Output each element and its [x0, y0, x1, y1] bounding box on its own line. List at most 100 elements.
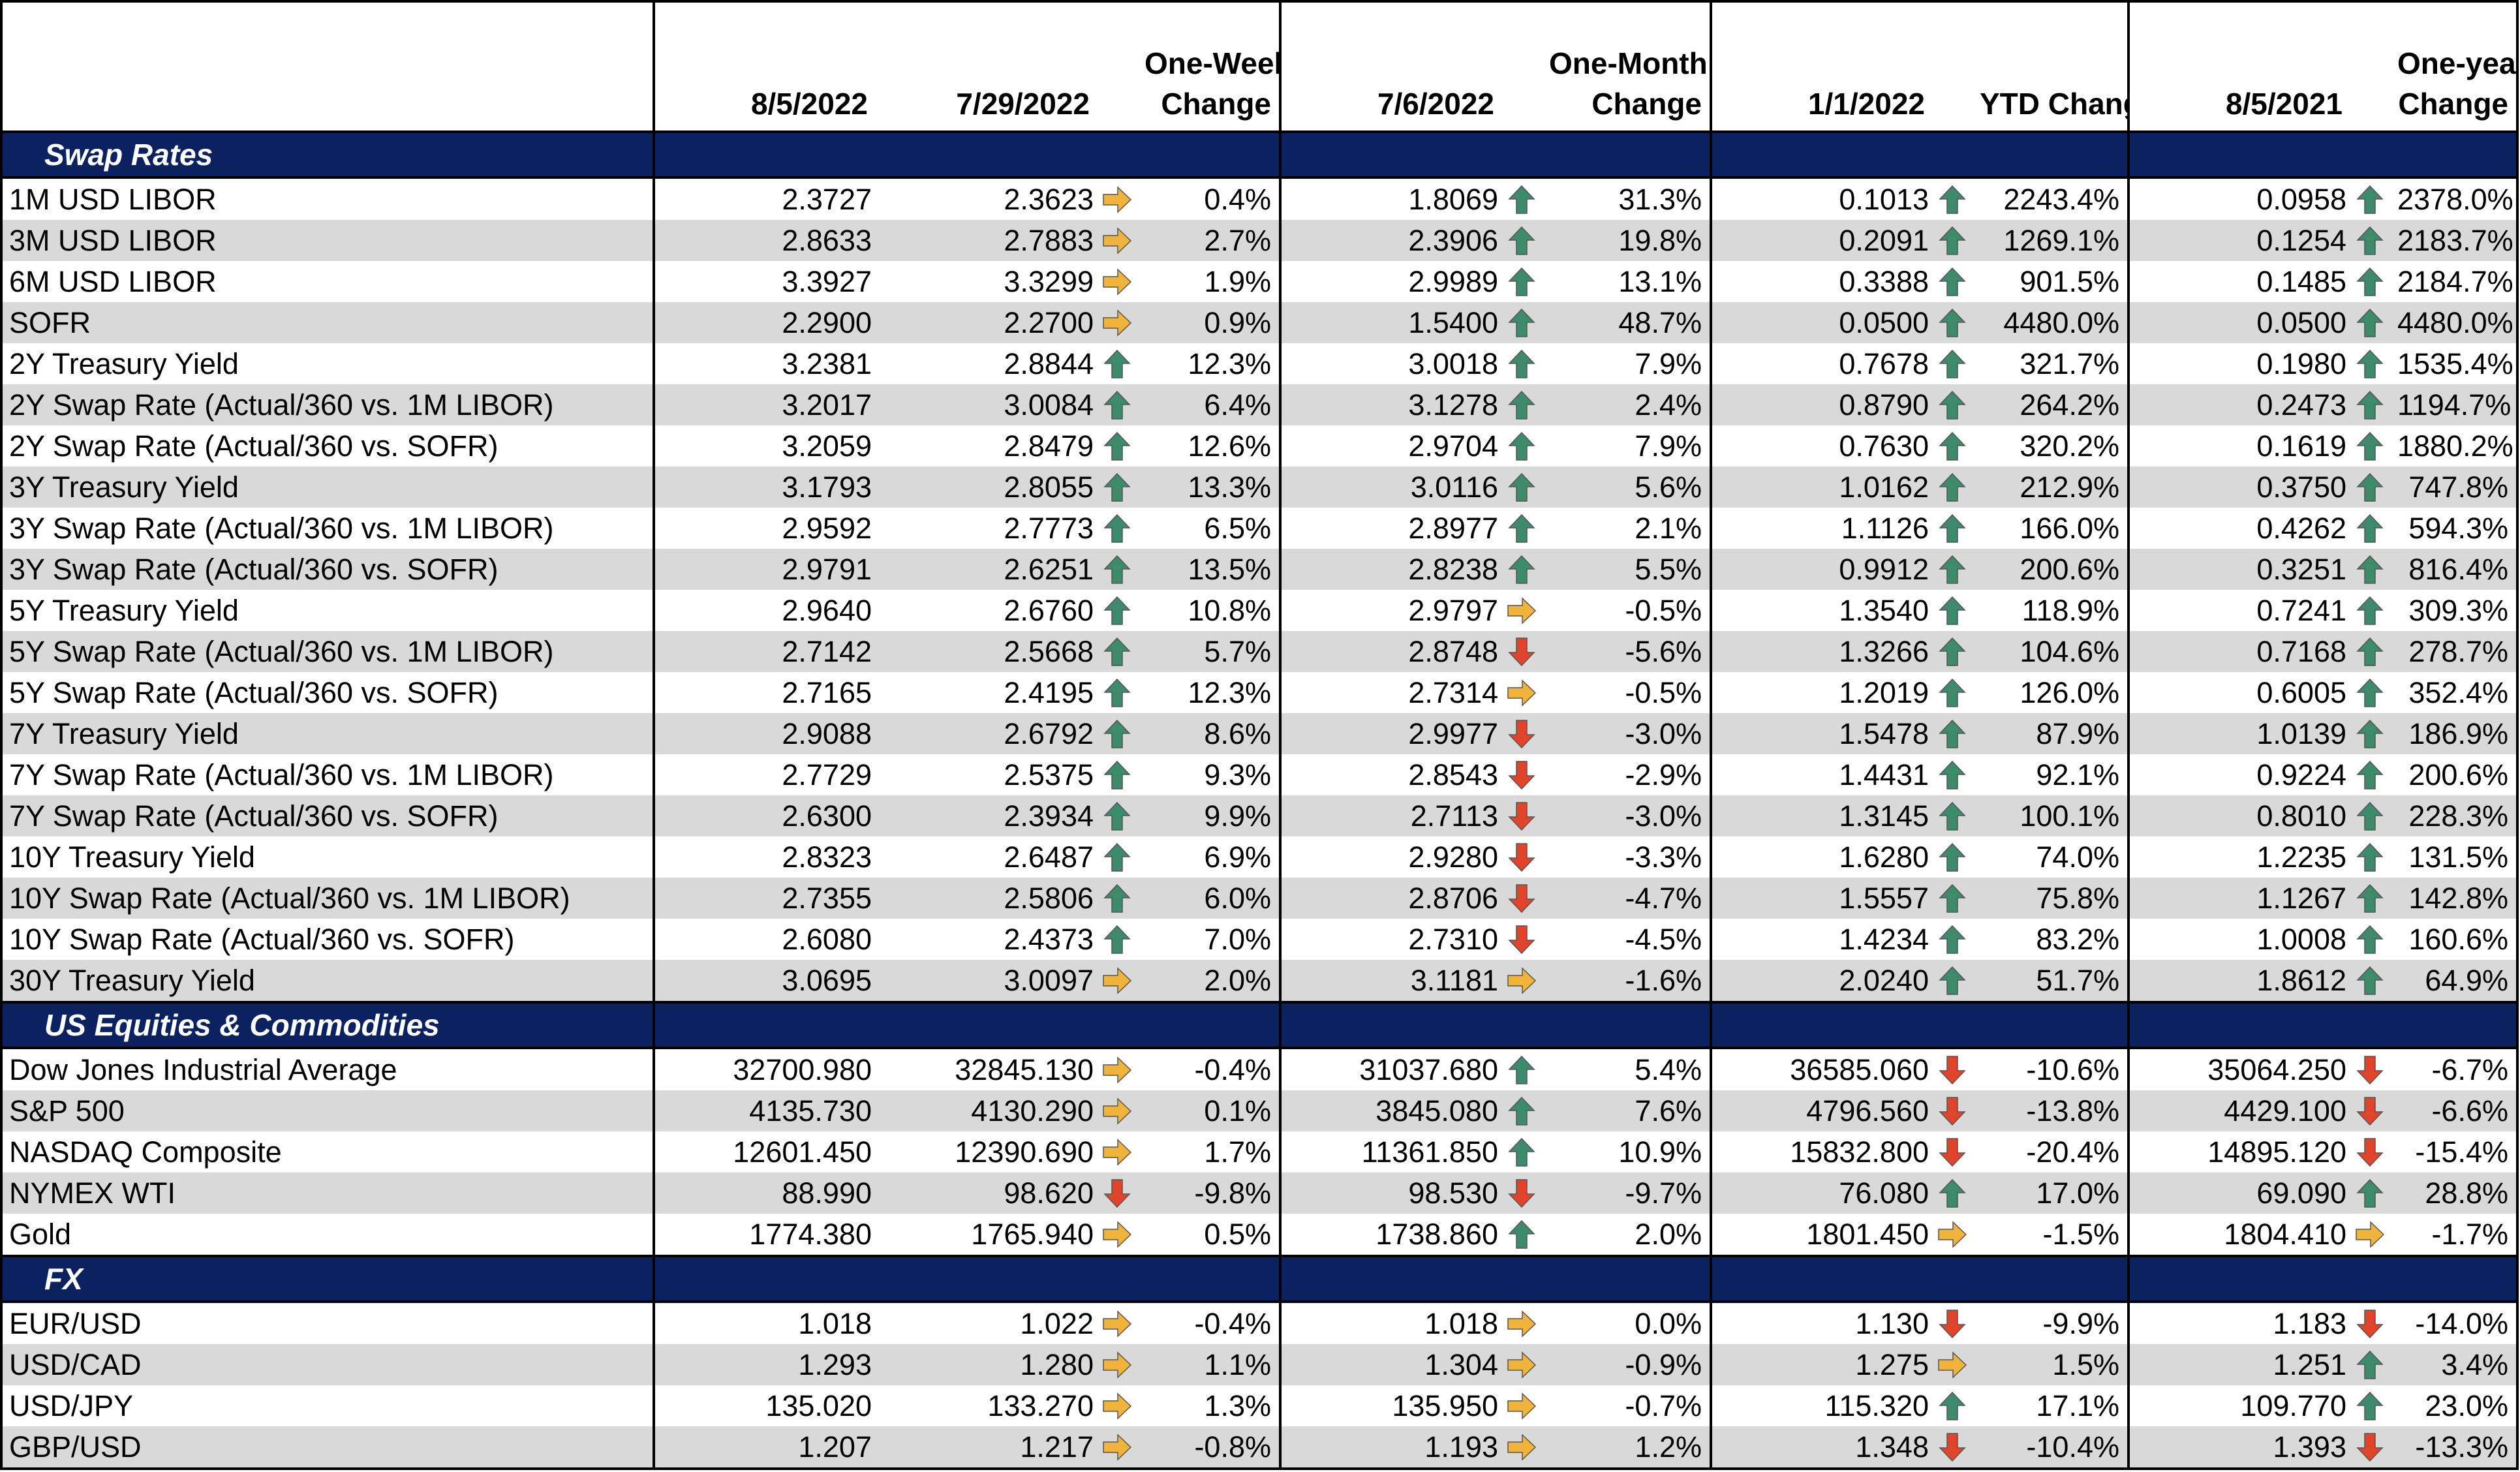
- value-one-year-ago: 1804.410: [2127, 1214, 2350, 1256]
- arrow-right-icon: [1103, 1097, 1132, 1125]
- value-one-month-ago: 3.0018: [1279, 343, 1502, 384]
- change-one-week: 6.0%: [1137, 878, 1280, 919]
- row-label: SOFR: [1, 302, 654, 343]
- arrow-up-icon: [2356, 719, 2384, 748]
- arrow-right-icon: [1103, 1056, 1132, 1084]
- row-label: 10Y Treasury Yield: [1, 836, 654, 878]
- trend-one-year: [2350, 878, 2389, 919]
- value-ytd-start: 4796.560: [1710, 1090, 1933, 1131]
- value-current: 12601.450: [653, 1131, 876, 1173]
- value-one-year-ago: 1.8612: [2127, 960, 2350, 1002]
- change-ytd: 320.2%: [1972, 425, 2128, 467]
- value-one-year-ago: 1.0139: [2127, 713, 2350, 754]
- trend-ytd: [1933, 261, 1972, 302]
- arrow-up-icon: [1103, 760, 1131, 790]
- value-one-month-ago: 2.9977: [1279, 713, 1502, 754]
- value-one-month-ago: 3845.080: [1279, 1090, 1502, 1131]
- value-one-year-ago: 4429.100: [2127, 1090, 2350, 1131]
- arrow-up-icon: [1103, 390, 1131, 420]
- trend-one-year: [2350, 384, 2389, 425]
- row-label: USD/JPY: [1, 1385, 654, 1426]
- trend-one-week: [1098, 302, 1137, 343]
- trend-ytd: [1933, 672, 1972, 713]
- value-one-week-ago: 4130.290: [876, 1090, 1098, 1131]
- table-row: 7Y Treasury Yield 2.9088 2.6792 8.6% 2.9977-…: [1, 713, 2517, 754]
- value-ytd-start: 0.7630: [1710, 425, 1933, 467]
- trend-one-week: [1098, 220, 1137, 261]
- value-current: 1.018: [653, 1302, 876, 1344]
- value-one-week-ago: 12390.690: [876, 1131, 1098, 1173]
- trend-ytd: [1933, 220, 1972, 261]
- trend-ytd: [1933, 1302, 1972, 1344]
- section-fill-cell: [1710, 1001, 1933, 1049]
- table-row: SOFR 2.2900 2.2700 0.9% 1.5400 48.7% 0.0500 448…: [1, 302, 2517, 343]
- value-one-week-ago: 2.3934: [876, 795, 1098, 836]
- value-one-month-ago: 2.8748: [1279, 631, 1502, 672]
- change-one-year: -6.7%: [2389, 1048, 2517, 1090]
- table-row: 30Y Treasury Yield 3.0695 3.0097 2.0% 3.1181…: [1, 960, 2517, 1002]
- trend-one-week: [1098, 919, 1137, 960]
- value-one-week-ago: 1.280: [876, 1344, 1098, 1385]
- change-one-month: -5.6%: [1541, 631, 1711, 672]
- value-one-year-ago: 0.7241: [2127, 590, 2350, 631]
- header-date-current: 8/5/2022: [653, 1, 876, 132]
- change-one-week: 1.3%: [1137, 1385, 1280, 1426]
- value-ytd-start: 1.4431: [1710, 754, 1933, 795]
- trend-one-year: [2350, 1048, 2389, 1090]
- trend-one-year: [2350, 177, 2389, 220]
- value-one-week-ago: 2.6487: [876, 836, 1098, 878]
- header-spacer: [2350, 1, 2389, 132]
- table-row: 2Y Swap Rate (Actual/360 vs. SOFR) 3.2059…: [1, 425, 2517, 467]
- value-ytd-start: 1.0162: [1710, 467, 1933, 508]
- arrow-up-icon: [1508, 349, 1535, 378]
- arrow-right-icon: [1103, 1139, 1132, 1166]
- value-ytd-start: 1.3266: [1710, 631, 1933, 672]
- change-one-month: -9.7%: [1541, 1173, 1711, 1214]
- header-one-week-change: One-Week Change: [1137, 1, 1280, 132]
- change-one-year: 160.6%: [2389, 919, 2517, 960]
- value-current: 3.1793: [653, 467, 876, 508]
- change-one-week: 12.3%: [1137, 343, 1280, 384]
- change-ytd: 901.5%: [1972, 261, 2128, 302]
- trend-one-year: [2350, 1131, 2389, 1173]
- trend-one-month: [1502, 302, 1541, 343]
- section-fill-cell: [1710, 1255, 1933, 1303]
- row-label: S&P 500: [1, 1090, 654, 1131]
- row-label: GBP/USD: [1, 1426, 654, 1469]
- trend-one-week: [1098, 1048, 1137, 1090]
- change-one-year: 200.6%: [2389, 754, 2517, 795]
- trend-one-year: [2350, 672, 2389, 713]
- value-current: 4135.730: [653, 1090, 876, 1131]
- trend-one-year: [2350, 1426, 2389, 1469]
- value-one-month-ago: 2.9704: [1279, 425, 1502, 467]
- value-current: 1.207: [653, 1426, 876, 1469]
- arrow-down-icon: [1508, 802, 1535, 831]
- change-ytd: 118.9%: [1972, 590, 2128, 631]
- arrow-up-icon: [1508, 390, 1535, 420]
- change-one-week: 6.5%: [1137, 508, 1280, 549]
- trend-ytd: [1933, 1090, 1972, 1131]
- table-row: 10Y Swap Rate (Actual/360 vs. 1M LIBOR) 2…: [1, 878, 2517, 919]
- section-title: US Equities & Commodities: [1, 1001, 654, 1049]
- row-label: 5Y Swap Rate (Actual/360 vs. 1M LIBOR): [1, 631, 654, 672]
- change-one-month: -2.9%: [1541, 754, 1711, 795]
- arrow-up-icon: [2356, 678, 2384, 707]
- change-one-week: 0.1%: [1137, 1090, 1280, 1131]
- change-one-year: -14.0%: [2389, 1302, 2517, 1344]
- value-one-month-ago: 2.3906: [1279, 220, 1502, 261]
- value-one-week-ago: 2.8479: [876, 425, 1098, 467]
- change-one-week: -9.8%: [1137, 1173, 1280, 1214]
- table-row: 7Y Swap Rate (Actual/360 vs. 1M LIBOR) 2.…: [1, 754, 2517, 795]
- header-spacer: [1502, 1, 1541, 132]
- arrow-up-icon: [2356, 431, 2384, 461]
- arrow-up-icon: [1103, 842, 1131, 872]
- value-current: 135.020: [653, 1385, 876, 1426]
- change-one-month: 7.9%: [1541, 343, 1711, 384]
- change-ytd: 92.1%: [1972, 754, 2128, 795]
- change-one-week: -0.4%: [1137, 1048, 1280, 1090]
- arrow-down-icon: [2356, 1310, 2384, 1339]
- trend-one-year: [2350, 1344, 2389, 1385]
- change-one-month: -1.6%: [1541, 960, 1711, 1002]
- trend-one-year: [2350, 261, 2389, 302]
- value-one-year-ago: 1.2235: [2127, 836, 2350, 878]
